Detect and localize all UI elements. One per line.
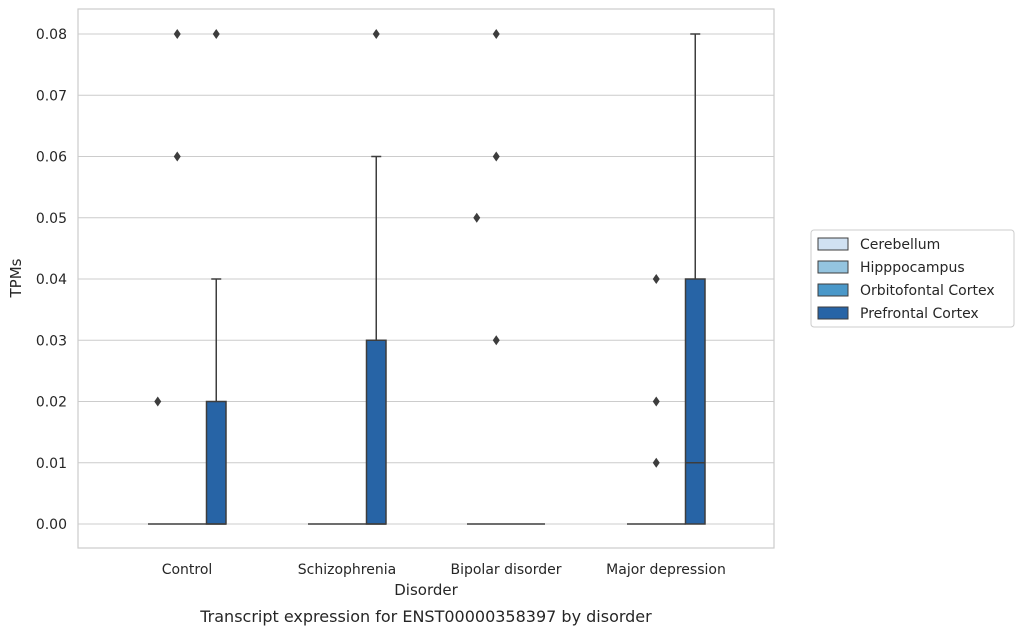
y-tick-label: 0.01 [36,456,67,472]
legend-label: Orbitofontal Cortex [860,283,995,299]
box-marks [148,29,706,525]
legend-swatch [817,237,849,251]
box-group [646,274,666,525]
outlier-point [652,274,660,284]
chart-caption: Transcript expression for ENST0000035839… [199,607,652,626]
plot-frame [77,8,775,549]
box [365,339,387,525]
x-tick-label: Bipolar disorder [450,562,561,578]
legend-frame [810,229,1015,328]
y-tick-label: 0.06 [36,150,67,166]
y-axis-tick-labels: 0.00 0.01 0.02 0.03 0.04 0.05 0.06 0.07 0.08 [36,27,67,533]
box-group [467,212,487,525]
outlier-point [492,29,500,39]
y-tick-label: 0.04 [36,272,67,288]
legend-swatch [817,260,849,274]
legend-items: Cerebellum Hipppocampus Orbitofontal Corte… [817,237,995,322]
outlier-point [652,396,660,407]
outlier-point [212,29,220,39]
outlier-point [173,29,181,39]
box-group [486,29,506,525]
y-tick-label: 0.05 [36,211,67,227]
box [684,278,706,525]
legend: Cerebellum Hipppocampus Orbitofontal Corte… [810,229,1015,328]
box-group [205,29,227,525]
box [205,400,227,525]
legend-label: Prefrontal Cortex [860,306,979,322]
box-group [684,33,706,525]
y-tick-label: 0.00 [36,517,67,533]
legend-swatch [817,283,849,297]
legend-label: Hipppocampus [860,260,965,276]
x-tick-label: Control [162,562,213,578]
y-tick-label: 0.08 [36,27,67,43]
box-group [148,396,168,525]
outlier-point [372,29,380,39]
y-tick-label: 0.07 [36,88,67,104]
box-group [167,29,187,525]
legend-label: Cerebellum [860,237,940,253]
legend-swatch [817,306,849,320]
outlier-point [173,151,181,162]
x-axis-tick-labels: Control Schizophrenia Bipolar disorder Majo… [162,562,726,578]
outlier-point [492,151,500,162]
outlier-point [473,212,481,223]
y-axis-title: TPMs [7,258,25,298]
outlier-point [492,335,500,346]
x-axis-title: Disorder [394,581,458,599]
y-tick-label: 0.02 [36,395,67,411]
outlier-point [154,396,162,407]
gridlines [78,33,774,525]
box-group [365,29,387,525]
x-tick-label: Schizophrenia [298,562,396,578]
x-tick-label: Major depression [606,562,726,578]
y-tick-label: 0.03 [36,333,67,349]
outlier-point [652,457,660,468]
